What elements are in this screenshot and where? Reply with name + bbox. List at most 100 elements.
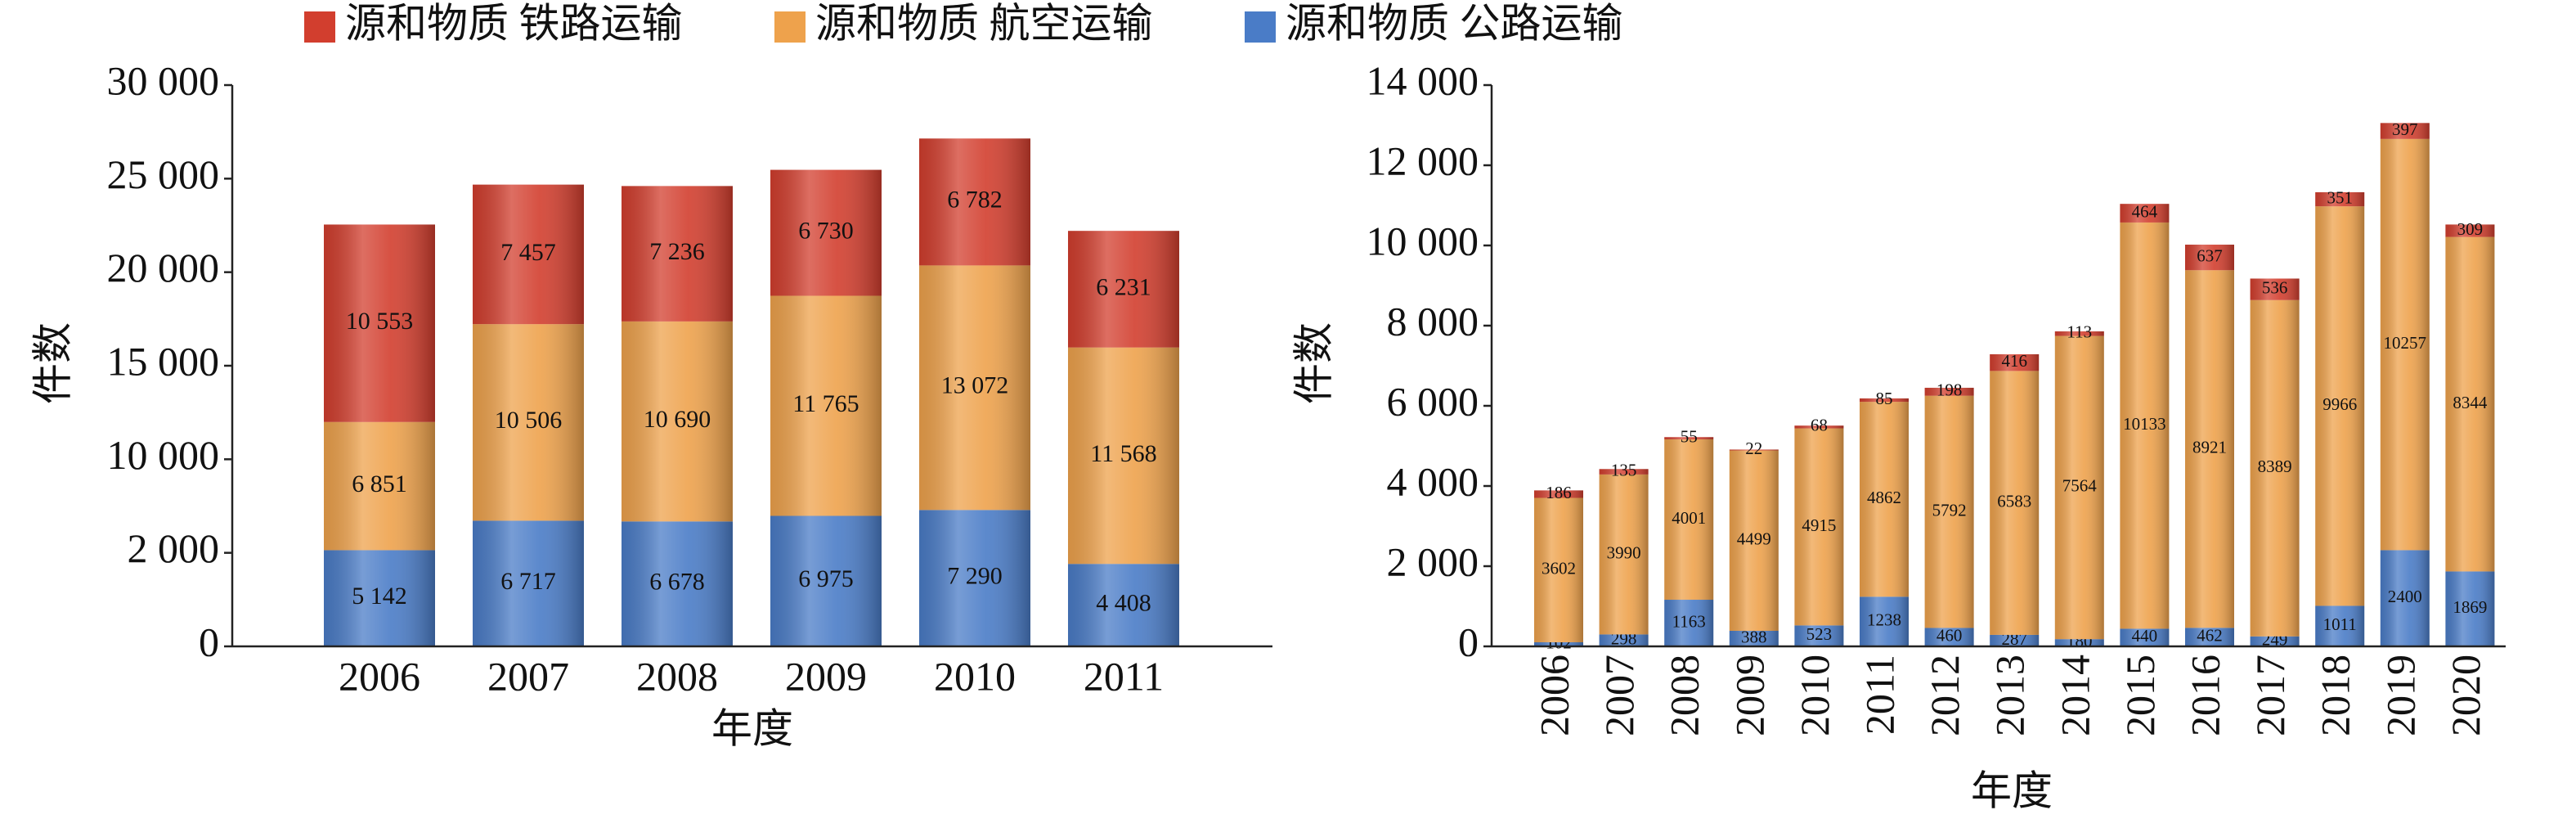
value-label: 462 [2197, 625, 2223, 645]
bar-shade [2054, 331, 2104, 336]
bar-shade [1664, 439, 1714, 601]
value-label: 8921 [2192, 438, 2227, 457]
bar-shade [2445, 236, 2495, 572]
value-label: 7 457 [500, 239, 556, 266]
value-label: 85 [1876, 389, 1893, 408]
bar-shade [1924, 387, 1974, 396]
bar-shade [1990, 371, 2040, 635]
y-axis-label: 件数 [29, 322, 75, 404]
value-label: 5792 [1932, 500, 1967, 520]
value-label: 1238 [1867, 610, 1901, 629]
value-label: 68 [1811, 416, 1828, 435]
bar-shade [2380, 123, 2430, 139]
x-tick-label: 2017 [2247, 655, 2293, 736]
value-label: 10257 [2384, 333, 2427, 353]
legend-swatch [1245, 11, 1276, 43]
value-label: 6 730 [798, 217, 854, 244]
value-label: 10 690 [644, 406, 711, 433]
value-label: 4 408 [1096, 589, 1151, 616]
y-tick-label: 6 000 [1387, 378, 1479, 424]
bar-shade [2250, 299, 2300, 637]
value-label: 6583 [1997, 491, 2031, 511]
y-tick-label: 4 000 [1387, 458, 1479, 504]
bar-shade [1990, 353, 2040, 371]
value-label: 7564 [2062, 476, 2098, 496]
legend-label: 源和物质 航空运输 [815, 0, 1153, 46]
value-label: 464 [2132, 201, 2158, 221]
value-label: 3990 [1607, 542, 1641, 562]
bar-shade [1794, 428, 1844, 626]
y-tick-label: 15 000 [107, 338, 220, 384]
bar-shade [2120, 204, 2170, 223]
value-label: 3602 [1542, 559, 1576, 578]
y-tick-label: 10 000 [107, 432, 220, 478]
value-label: 440 [2132, 626, 2158, 646]
bar-shade [473, 520, 584, 646]
bar-shade [1068, 347, 1179, 565]
x-tick-label: 2020 [2443, 655, 2488, 736]
value-label: 397 [2392, 119, 2418, 139]
value-label: 637 [2197, 245, 2223, 265]
bar-shade [2315, 191, 2365, 207]
value-label: 7 236 [649, 238, 705, 265]
value-label: 6 975 [798, 565, 854, 592]
bar-shade [919, 138, 1030, 266]
bar-shade [770, 515, 882, 646]
legend-swatch [304, 11, 335, 43]
y-tick-label: 8 000 [1387, 298, 1479, 344]
bar-shade [473, 184, 584, 325]
x-tick-label: 2014 [2052, 655, 2098, 736]
y-tick-label: 2 000 [1387, 538, 1479, 584]
bar-shade [1990, 634, 2040, 646]
bar-shade [1068, 564, 1179, 646]
value-label: 4499 [1737, 529, 1771, 549]
bar-shade [622, 186, 733, 322]
x-tick-label: 2007 [487, 653, 569, 699]
value-label: 9966 [2322, 394, 2357, 414]
legend-label: 源和物质 公路运输 [1286, 0, 1623, 46]
x-tick-label: 2008 [636, 653, 718, 699]
value-label: 1869 [2453, 597, 2487, 617]
bar-shade [324, 224, 435, 422]
legend-label: 源和物质 铁路运输 [345, 0, 683, 46]
value-label: 11 765 [792, 390, 859, 417]
bar-shade [2185, 628, 2234, 646]
value-label: 22 [1745, 439, 1762, 458]
value-label: 2400 [2388, 587, 2422, 606]
bar-shade [1924, 395, 1974, 628]
bar-shade [1664, 600, 1714, 646]
bar-shade [1729, 630, 1779, 646]
x-tick-label: 2010 [934, 653, 1016, 699]
value-label: 6 782 [947, 187, 1003, 214]
y-tick-label: 10 000 [1367, 218, 1479, 263]
value-label: 8389 [2258, 457, 2292, 476]
x-tick-label: 2011 [1084, 653, 1164, 699]
x-tick-label: 2011 [1856, 655, 1902, 735]
value-label: 13 072 [941, 372, 1009, 399]
value-label: 6 231 [1096, 273, 1151, 300]
y-tick-label: 30 000 [107, 57, 220, 103]
x-tick-label: 2010 [1792, 655, 1838, 736]
x-axis-label: 年度 [1971, 767, 2053, 813]
value-label: 7 290 [947, 563, 1003, 590]
bar-shade [2120, 628, 2170, 646]
y-tick-label: 0 [1458, 619, 1479, 664]
bar-shade [919, 510, 1030, 646]
x-tick-label: 2013 [1987, 655, 2033, 736]
value-label: 460 [1936, 626, 1963, 646]
y-tick-label: 14 000 [1367, 57, 1479, 103]
bar-shade [2120, 222, 2170, 629]
legend-swatch [774, 11, 806, 43]
bar-shade [1729, 449, 1779, 451]
value-label: 10 506 [495, 407, 563, 434]
value-label: 113 [2067, 322, 2092, 342]
bar-shade [1860, 596, 1909, 646]
bar-shade [2445, 571, 2495, 646]
bar-shade [2250, 278, 2300, 300]
y-tick-label: 12 000 [1367, 137, 1479, 183]
bar-shade [1729, 450, 1779, 631]
bar-shade [1664, 437, 1714, 439]
x-tick-label: 2009 [1726, 655, 1772, 736]
